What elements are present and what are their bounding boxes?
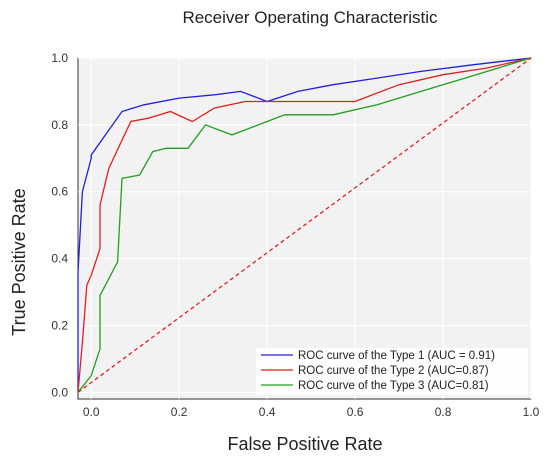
legend-label-type2: ROC curve of the Type 2 (AUC=0.87) <box>298 365 489 377</box>
x-tick-label: 0.6 <box>347 405 364 419</box>
diagonal-reference-line <box>77 57 532 393</box>
x-tick-label: 0.2 <box>171 405 188 419</box>
x-tick-label: 0.4 <box>259 405 276 419</box>
roc-line-type2 <box>77 57 532 393</box>
y-tick-label: 0.4 <box>51 252 68 266</box>
y-tick-label: 0.0 <box>51 385 68 399</box>
y-tick-label: 0.2 <box>51 318 68 332</box>
x-tick-label: 1.0 <box>523 405 540 419</box>
series-layer <box>77 57 532 393</box>
roc-line-type3 <box>77 57 532 393</box>
x-tick-label: 0.8 <box>435 405 452 419</box>
y-tick-label: 0.6 <box>51 185 68 199</box>
chart-title: Receiver Operating Characteristic <box>182 8 438 27</box>
x-axis-label: False Positive Rate <box>227 434 382 454</box>
y-axis-label: True Positive Rate <box>9 188 29 335</box>
legend: ROC curve of the Type 1 (AUC = 0.91) ROC… <box>256 348 528 395</box>
legend-box <box>256 348 528 395</box>
grid-lines <box>78 57 532 399</box>
roc-line-type1 <box>77 57 532 393</box>
plot-area <box>77 57 532 400</box>
legend-label-type1: ROC curve of the Type 1 (AUC = 0.91) <box>298 350 495 362</box>
legend-label-type3: ROC curve of the Type 3 (AUC=0.81) <box>298 380 489 392</box>
y-tick-label: 1.0 <box>51 51 68 65</box>
y-tick-label: 0.8 <box>51 118 68 132</box>
x-tick-label: 0.0 <box>83 405 100 419</box>
y-axis-ticks: 0.0 0.2 0.4 0.6 0.8 1.0 <box>51 51 68 399</box>
x-axis-ticks: 0.0 0.2 0.4 0.6 0.8 1.0 <box>83 405 540 419</box>
